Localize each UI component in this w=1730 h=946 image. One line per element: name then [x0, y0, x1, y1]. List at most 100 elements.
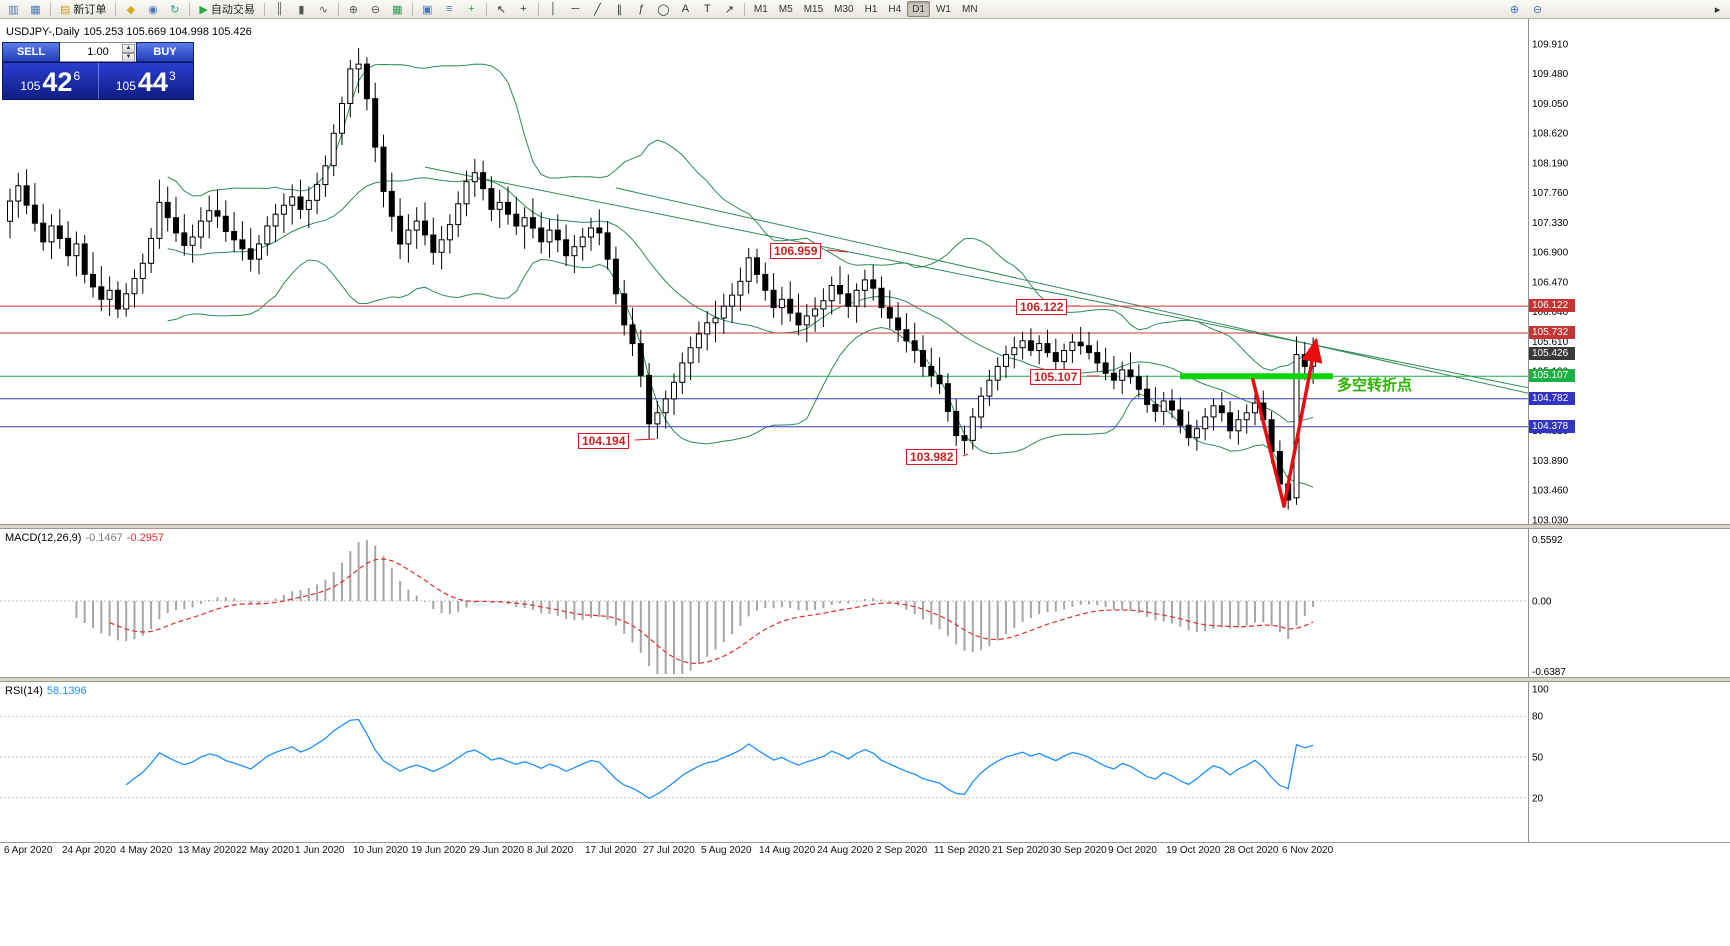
- bar-chart-icon[interactable]: ║: [269, 0, 290, 18]
- new-chart-icon[interactable]: ▥: [3, 0, 24, 18]
- chart-shift-icon[interactable]: ≡: [439, 0, 460, 18]
- price-tick-label: 109.050: [1532, 99, 1569, 110]
- price-axis-tag: 105.107: [1529, 369, 1575, 382]
- lot-spin-down-icon[interactable]: ▼: [122, 53, 135, 62]
- bid-price[interactable]: 105 42 6: [3, 63, 99, 99]
- price-tick-label: 106.900: [1532, 248, 1569, 259]
- lot-input[interactable]: [68, 45, 128, 59]
- timeframe-M30[interactable]: M30: [834, 3, 854, 15]
- toolbar-right: ⊕ ⊖ ▸: [1504, 1, 1728, 18]
- ask-price[interactable]: 105 44 3: [99, 63, 194, 99]
- macd-name: MACD(12,26,9): [5, 532, 82, 544]
- bar-chart-icon-glyph: ║: [275, 3, 284, 15]
- lot-spin-up-icon[interactable]: ▲: [122, 44, 135, 53]
- zoom-in-icon[interactable]: ⊕: [343, 0, 364, 18]
- pane-separator[interactable]: [0, 677, 1730, 682]
- macd-canvas[interactable]: 0.5592 0.00 -0.6387: [0, 529, 1730, 678]
- buy-button[interactable]: BUY: [136, 42, 194, 62]
- new-order-button[interactable]: ▤ 新订单: [55, 0, 111, 18]
- text-icon[interactable]: A: [675, 0, 696, 18]
- channel-icon[interactable]: ∥: [609, 0, 630, 18]
- down-arrow-stroke[interactable]: [1251, 378, 1286, 508]
- text-icon-glyph: A: [681, 3, 690, 15]
- time-axis-border: [0, 842, 1730, 843]
- price-callout[interactable]: 104.194: [578, 433, 630, 449]
- price-tick-label: 109.910: [1532, 40, 1569, 51]
- toolbar-overflow-icon[interactable]: ▸: [1714, 4, 1721, 16]
- timeframe-M15[interactable]: M15: [803, 3, 824, 15]
- timeframe-H1[interactable]: H1: [864, 3, 878, 15]
- date-label: 30 Sep 2020: [1050, 845, 1107, 856]
- timeframe-M5[interactable]: M5: [778, 3, 793, 15]
- price-callout[interactable]: 106.122: [1016, 299, 1068, 315]
- crosshair-icon[interactable]: +: [513, 0, 534, 18]
- date-label: 29 Jun 2020: [469, 845, 525, 856]
- history-refresh-icon[interactable]: ↻: [164, 0, 185, 18]
- shapes-icon[interactable]: ◯: [653, 0, 674, 18]
- price-callout[interactable]: 103.982: [906, 449, 958, 465]
- zoom-out-icon[interactable]: ⊖: [365, 0, 386, 18]
- metaeditor-icon[interactable]: ◆: [120, 0, 141, 18]
- cursor-icon[interactable]: ↖: [491, 0, 512, 18]
- date-label: 13 May 2020: [178, 845, 236, 856]
- toolbar-separator: [411, 2, 413, 16]
- bid-pipette: 6: [73, 69, 81, 83]
- macd-label: MACD(12,26,9) -0.1467 -0.2957: [5, 532, 168, 544]
- candlestick-chart-icon[interactable]: ▮: [291, 0, 312, 18]
- price-axis-tag: 104.378: [1529, 420, 1575, 433]
- date-label: 17 Jul 2020: [585, 845, 637, 856]
- lot-size-field[interactable]: ▲▼: [60, 42, 136, 62]
- macd-signal-value: -0.2957: [126, 532, 165, 544]
- rsi-value: 58.1396: [46, 685, 87, 697]
- descending-trendline[interactable]: [424, 166, 1529, 389]
- label-icon[interactable]: T: [697, 0, 718, 18]
- rsi-tick-label: 100: [1532, 685, 1549, 696]
- time-axis[interactable]: 6 Apr 2020 24 Apr 2020 4 May 2020 13 May 20…: [0, 845, 1730, 859]
- bull-bear-turning-point-note[interactable]: 多空转折点: [1337, 377, 1413, 394]
- line-chart-icon[interactable]: ∿: [313, 0, 334, 18]
- auto-scroll-icon[interactable]: ▣: [417, 0, 438, 18]
- timeframe-W1[interactable]: W1: [935, 3, 951, 15]
- new-order-button-glyph: ▤: [60, 3, 71, 16]
- fibonacci-icon[interactable]: ƒ: [631, 0, 652, 18]
- price-grid: 109.910 109.480 109.050 108.620 108.190 107.7…: [0, 40, 1569, 526]
- chart-profiles-icon[interactable]: ▦: [25, 0, 46, 18]
- search-zoom-in-icon[interactable]: ⊕: [1509, 4, 1520, 16]
- price-callout[interactable]: 105.107: [1030, 369, 1082, 385]
- date-label: 11 Sep 2020: [934, 845, 990, 856]
- vertical-line-icon[interactable]: │: [543, 0, 564, 18]
- date-label: 2 Sep 2020: [876, 845, 928, 856]
- cursor-icon-glyph: ↖: [496, 3, 506, 16]
- descending-trendline[interactable]: [615, 187, 1530, 394]
- indicators-icon[interactable]: +: [461, 0, 482, 18]
- bollinger-lower-band[interactable]: [167, 258, 1314, 488]
- autotrading-button[interactable]: ▶ 自动交易: [194, 0, 259, 18]
- timeframe-D1[interactable]: D1: [907, 1, 930, 17]
- date-label: 19 Oct 2020: [1166, 845, 1221, 856]
- date-label: 6 Nov 2020: [1282, 845, 1334, 856]
- history-refresh-icon-glyph: ↻: [170, 3, 180, 16]
- date-label: 28 Oct 2020: [1224, 845, 1279, 856]
- lot-spinner[interactable]: ▲ ▼: [122, 44, 135, 62]
- price-callout[interactable]: 106.959: [770, 243, 822, 259]
- toolbar-separator: [485, 2, 487, 16]
- price-tick-label: 108.190: [1532, 158, 1569, 169]
- pane-separator[interactable]: [0, 524, 1730, 529]
- rsi-canvas[interactable]: 100 80 50 20: [0, 682, 1730, 842]
- timeframe-MN[interactable]: MN: [961, 3, 978, 15]
- accounts-icon[interactable]: ◉: [142, 0, 163, 18]
- up-arrow-stroke[interactable]: [1282, 337, 1323, 508]
- chart-shift-icon-glyph: ≡: [446, 3, 453, 15]
- search-zoom-out-icon[interactable]: ⊖: [1532, 4, 1543, 16]
- timeframe-H4[interactable]: H4: [888, 3, 902, 15]
- horizontal-line-icon[interactable]: ─: [565, 0, 586, 18]
- sell-button[interactable]: SELL: [2, 42, 60, 62]
- toolbar-separator: [337, 2, 339, 16]
- tile-windows-icon[interactable]: ▦: [387, 0, 408, 18]
- date-label: 9 Oct 2020: [1108, 845, 1157, 856]
- arrows-tool-icon[interactable]: ↗: [719, 0, 740, 18]
- trendline-icon[interactable]: ╱: [587, 0, 608, 18]
- timeframe-M1[interactable]: M1: [753, 3, 768, 15]
- price-chart-canvas[interactable]: 109.910 109.480 109.050 108.620 108.190 107.7…: [0, 19, 1730, 526]
